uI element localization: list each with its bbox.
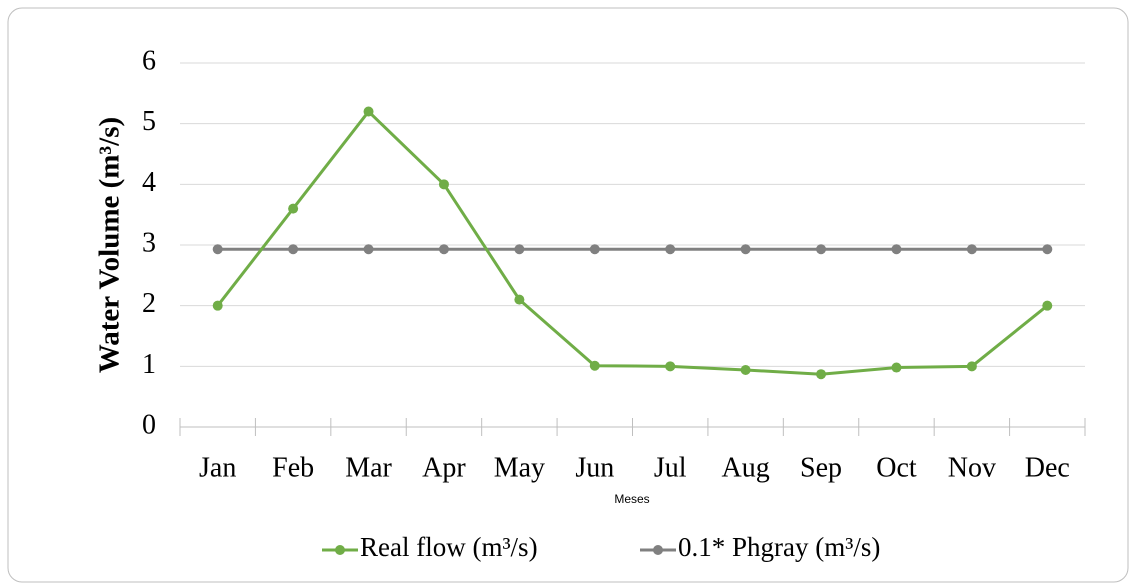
data-point	[589, 360, 600, 371]
data-point	[891, 244, 902, 255]
data-point	[740, 244, 751, 255]
x-tick-label: Aug	[722, 452, 770, 483]
data-point	[891, 362, 902, 373]
y-tick-label: 5	[142, 106, 156, 137]
data-point	[665, 361, 676, 372]
legend-label: Real flow (m³/s)	[360, 532, 538, 562]
data-point	[514, 244, 525, 255]
data-point	[1042, 244, 1053, 255]
y-tick-label: 3	[142, 227, 156, 258]
x-tick-label: Feb	[272, 452, 314, 483]
y-tick-label: 1	[142, 349, 156, 380]
data-point	[288, 203, 299, 214]
x-tick-label: Mar	[345, 452, 392, 483]
x-tick-label: Jan	[199, 452, 236, 483]
data-point	[589, 244, 600, 255]
data-point	[363, 106, 374, 117]
x-tick-label: May	[494, 452, 545, 483]
data-point	[1042, 300, 1053, 311]
x-tick-label: Jul	[654, 452, 687, 483]
data-point	[514, 294, 525, 305]
x-axis-label: Meses	[614, 492, 649, 506]
data-point	[212, 300, 223, 311]
y-tick-label: 6	[142, 45, 156, 76]
data-point	[438, 244, 449, 255]
data-point	[363, 244, 374, 255]
x-tick-label: Sep	[800, 452, 842, 483]
y-tick-label: 2	[142, 288, 156, 319]
y-tick-label: 0	[142, 409, 156, 440]
legend-marker	[653, 545, 663, 555]
x-tick-label: Nov	[948, 452, 996, 483]
legend-label: 0.1* Phgray (m³/s)	[678, 532, 880, 562]
x-tick-label: Jun	[575, 452, 614, 483]
data-point	[816, 244, 827, 255]
legend-marker	[335, 545, 345, 555]
x-tick-label: Apr	[422, 452, 466, 483]
data-point	[966, 244, 977, 255]
data-point	[816, 369, 827, 380]
data-point	[438, 179, 449, 190]
y-axis-label: Water Volume (m³/s)	[94, 117, 126, 373]
x-tick-label: Oct	[876, 452, 917, 483]
data-point	[288, 244, 299, 255]
series-line	[216, 109, 1049, 376]
data-point	[665, 244, 676, 255]
chart-frame	[7, 7, 1129, 583]
data-point	[740, 364, 751, 375]
x-tick-label: Dec	[1025, 452, 1070, 483]
data-point	[212, 244, 223, 255]
data-point	[966, 361, 977, 372]
y-tick-label: 4	[142, 167, 156, 198]
